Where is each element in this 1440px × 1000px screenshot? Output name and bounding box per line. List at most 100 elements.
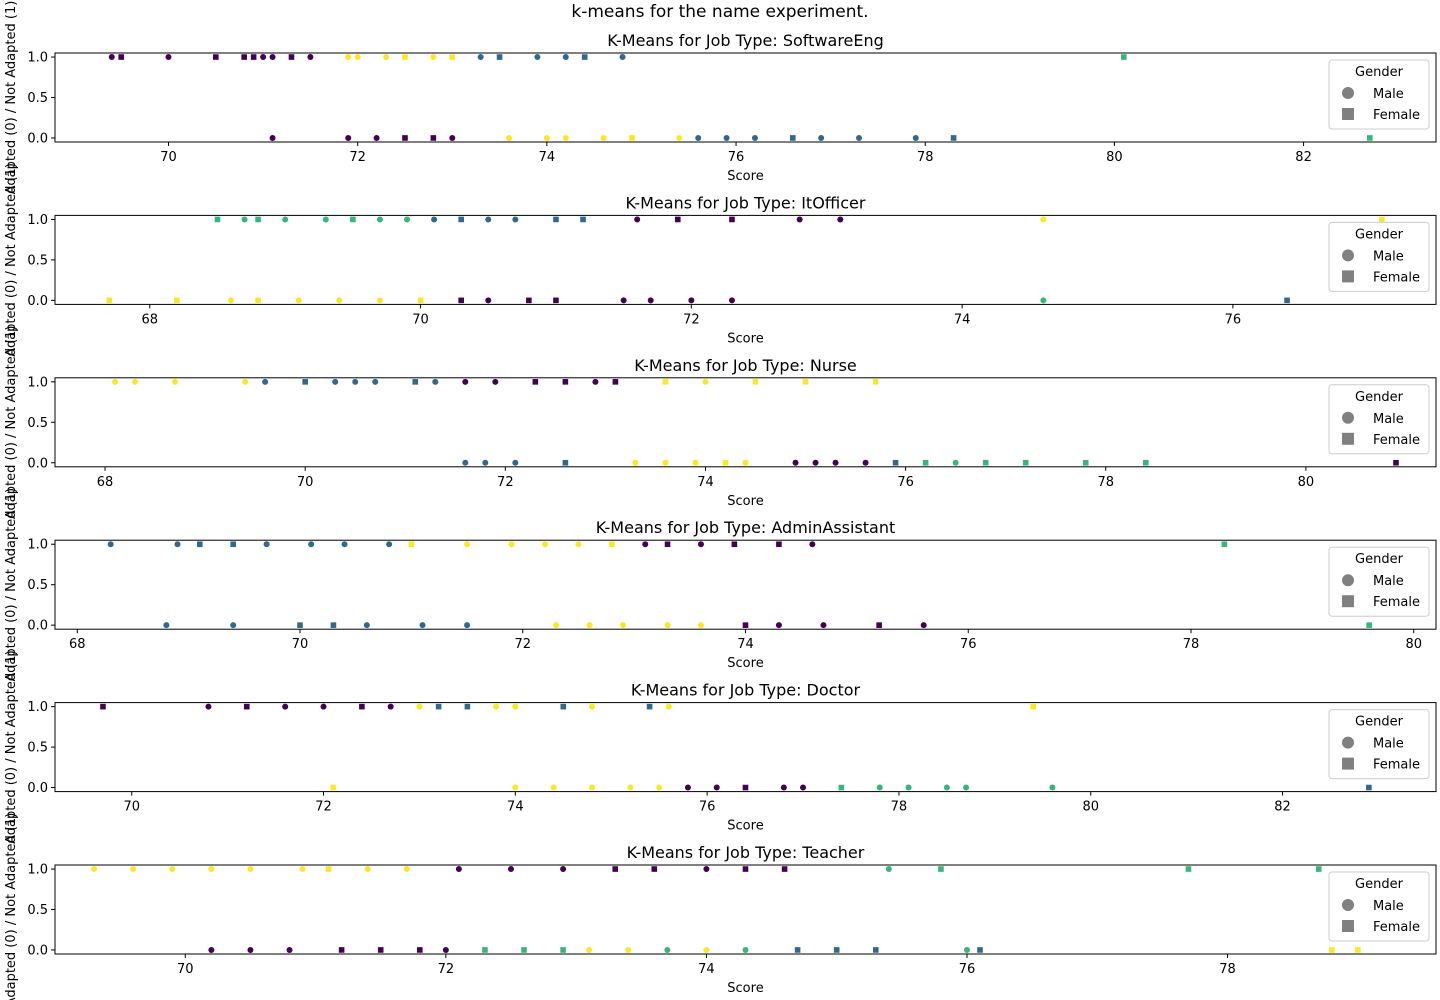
- data-point-male: [130, 866, 137, 873]
- y-tick-label: 1.0: [27, 375, 48, 390]
- data-point-female: [402, 135, 408, 141]
- axes-frame: [54, 52, 1437, 143]
- y-tick-label: 0.0: [27, 943, 48, 958]
- subplot-title: K-Means for Job Type: SoftwareEng: [607, 31, 884, 50]
- data-point-female: [430, 135, 437, 141]
- data-point-male: [107, 541, 114, 548]
- y-tick-label: 0.5: [27, 253, 48, 268]
- legend: Gender Male Female: [1328, 709, 1430, 780]
- data-point-male: [562, 54, 569, 61]
- legend-male-icon: [1342, 574, 1354, 587]
- x-tick-label: 80: [1082, 800, 1099, 815]
- data-point-male: [387, 703, 394, 710]
- data-point-female: [1355, 947, 1361, 953]
- data-point-female: [1366, 622, 1372, 628]
- data-point-male: [812, 459, 819, 466]
- legend: Gender Male Female: [1328, 546, 1430, 617]
- data-point-female: [794, 947, 801, 953]
- legend-label-female: Female: [1373, 433, 1420, 448]
- subplot-1: K-Means for Job Type: SoftwareEng 0.0 0.5 1…: [4, 1, 1437, 194]
- data-point-male: [108, 54, 115, 61]
- data-point-male: [376, 216, 383, 223]
- subplot-title: K-Means for Job Type: Nurse: [634, 356, 857, 375]
- data-point-male: [862, 459, 869, 466]
- data-point-male: [751, 134, 758, 141]
- data-point-female: [560, 703, 567, 710]
- x-axis-label: Score: [727, 169, 763, 184]
- x-tick-label: 68: [142, 312, 159, 327]
- data-point-male: [703, 946, 710, 953]
- data-point-male: [627, 784, 634, 791]
- x-tick-label: 76: [960, 637, 977, 652]
- data-point-male: [796, 216, 803, 223]
- x-tick-label: 74: [698, 962, 715, 977]
- data-point-male: [560, 866, 567, 873]
- data-point-male: [174, 541, 181, 548]
- y-axis-label: Adapted (0) / Not Adapted (1): [4, 163, 19, 357]
- data-point-male: [586, 946, 593, 953]
- data-point-male: [885, 866, 892, 873]
- data-point-female: [1121, 54, 1127, 60]
- y-tick-label: 0.5: [27, 903, 48, 918]
- data-point-female: [742, 784, 749, 791]
- data-point-male: [553, 622, 560, 629]
- legend-title: Gender: [1355, 227, 1404, 242]
- y-tick-label: 0.0: [27, 619, 48, 634]
- legend-male-icon: [1342, 411, 1354, 424]
- data-point-male: [543, 134, 550, 141]
- data-point-female: [752, 379, 759, 385]
- data-point-female: [196, 541, 203, 548]
- x-tick-label: 72: [438, 962, 455, 977]
- legend-label-female: Female: [1373, 758, 1420, 773]
- data-point-male: [260, 54, 267, 61]
- data-point-female: [338, 947, 345, 953]
- data-point-male: [431, 216, 438, 223]
- legend-male-icon: [1342, 736, 1354, 749]
- legend-title: Gender: [1355, 552, 1404, 567]
- data-point-male: [462, 459, 469, 466]
- x-tick-label: 70: [123, 800, 140, 815]
- data-point-male: [247, 946, 254, 953]
- data-point-female: [330, 622, 337, 628]
- subplot-3: K-Means for Job Type: Nurse 0.0 0.5 1.0 68 70…: [4, 325, 1437, 519]
- x-tick-label: 78: [1183, 637, 1200, 652]
- data-point-male: [383, 54, 390, 61]
- data-point-female: [416, 947, 423, 953]
- legend-label-male: Male: [1373, 737, 1404, 752]
- data-point-female: [118, 54, 125, 60]
- axes-frame: [54, 377, 1437, 468]
- data-point-male: [241, 216, 248, 223]
- data-point-male: [664, 622, 671, 629]
- legend-label-female: Female: [1373, 270, 1420, 285]
- data-point-female: [1022, 459, 1029, 466]
- y-tick-label: 1.0: [27, 700, 48, 715]
- data-point-female: [496, 54, 503, 60]
- axes-frame: [54, 702, 1437, 793]
- data-point-male: [449, 134, 456, 141]
- data-point-female: [977, 947, 983, 953]
- data-point-female: [330, 784, 336, 791]
- data-point-male: [856, 134, 863, 141]
- subplot-title: K-Means for Job Type: Doctor: [631, 681, 861, 700]
- legend-title: Gender: [1355, 877, 1404, 892]
- data-point-female: [922, 459, 929, 466]
- data-point-male: [165, 54, 172, 61]
- x-tick-label: 74: [697, 475, 714, 490]
- x-tick-label: 80: [1298, 475, 1315, 490]
- x-tick-label: 76: [897, 475, 914, 490]
- y-tick-label: 0.5: [27, 741, 48, 756]
- data-point-male: [442, 946, 449, 953]
- data-point-female: [876, 622, 882, 628]
- data-point-female: [1030, 703, 1037, 710]
- data-point-female: [612, 866, 619, 872]
- subplot-2: K-Means for Job Type: ItOfficer 0.0 0.5 1.0…: [4, 163, 1437, 357]
- data-point-female: [526, 297, 532, 304]
- data-point-female: [789, 135, 796, 141]
- y-tick-label: 0.0: [27, 131, 48, 146]
- data-point-male: [363, 622, 370, 629]
- legend-label-male: Male: [1373, 249, 1404, 264]
- data-point-female: [458, 216, 464, 223]
- data-point-male: [943, 784, 950, 791]
- data-point-female: [250, 54, 257, 60]
